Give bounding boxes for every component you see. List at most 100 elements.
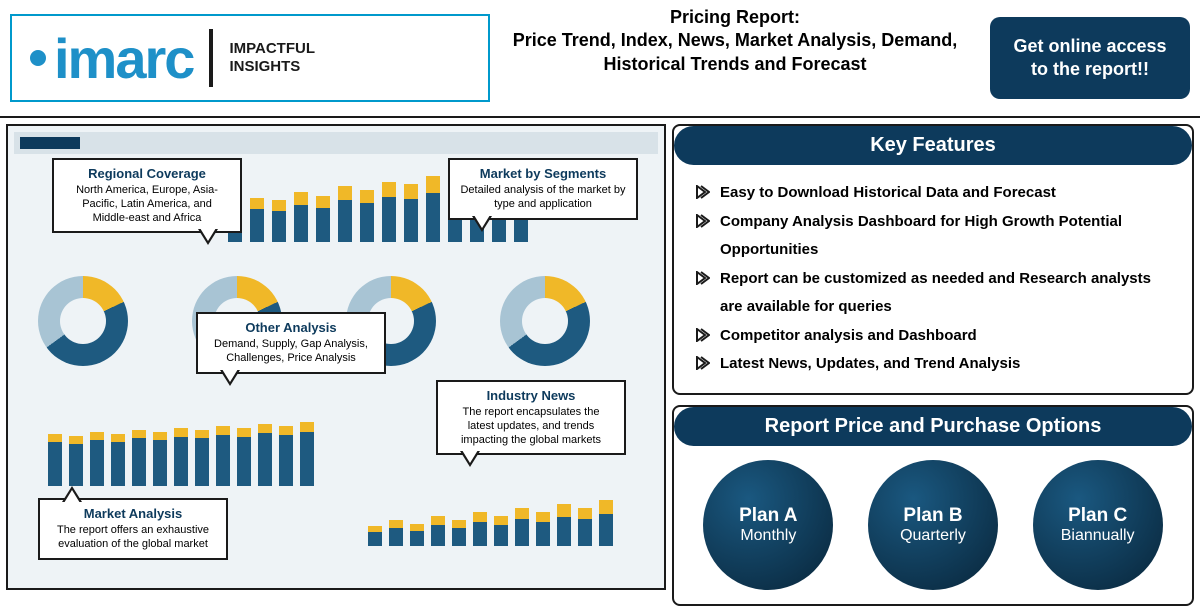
plan-name: Plan C — [1068, 505, 1127, 527]
feature-item: Easy to Download Historical Data and For… — [696, 179, 1174, 208]
bar — [195, 430, 209, 486]
arrow-right-icon — [696, 214, 710, 228]
report-title: Pricing Report: Price Trend, Index, News… — [490, 0, 980, 116]
feature-item: Report can be customized as needed and R… — [696, 265, 1174, 322]
arrow-right-icon — [696, 328, 710, 342]
feature-item: Latest News, Updates, and Trend Analysis — [696, 350, 1174, 379]
arrow-right-icon — [696, 185, 710, 199]
feature-text: Competitor analysis and Dashboard — [720, 322, 977, 351]
feature-text: Company Analysis Dashboard for High Grow… — [720, 208, 1174, 265]
callout-segments: Market by Segments Detailed analysis of … — [448, 158, 638, 220]
callout-regional: Regional Coverage North America, Europe,… — [52, 158, 242, 233]
bar — [368, 526, 382, 546]
callout-market-text: The report offers an exhaustive evaluati… — [50, 524, 216, 552]
bar — [431, 516, 445, 546]
header: imarc IMPACTFUL INSIGHTS Pricing Report:… — [0, 0, 1200, 118]
bar — [48, 434, 62, 486]
main-content: Regional Coverage North America, Europe,… — [0, 118, 1200, 596]
bar — [237, 428, 251, 486]
feature-text: Easy to Download Historical Data and For… — [720, 179, 1056, 208]
toolbar-chip-icon — [20, 137, 80, 149]
bar-chart-bottom — [368, 476, 613, 546]
plans-row: Plan AMonthly Plan BQuarterly Plan CBiannu… — [674, 446, 1192, 590]
bar — [294, 192, 308, 242]
plan-name: Plan A — [739, 505, 797, 527]
bar — [279, 426, 293, 486]
bar — [404, 184, 418, 242]
bar — [272, 200, 286, 242]
features-box: Key Features Easy to Download Historical… — [672, 124, 1194, 395]
arrow-right-icon — [696, 271, 710, 285]
callout-other-title: Other Analysis — [208, 320, 374, 335]
plan-period: Monthly — [740, 527, 796, 545]
logo-tagline: IMPACTFUL INSIGHTS — [229, 40, 315, 76]
callout-industry-text: The report encapsulates the latest updat… — [448, 406, 614, 447]
callout-regional-text: North America, Europe, Asia-Pacific, Lat… — [64, 184, 230, 225]
pricing-header: Report Price and Purchase Options — [674, 407, 1192, 446]
bar — [132, 430, 146, 486]
bar — [536, 512, 550, 546]
title-line2: Price Trend, Index, News, Market Analysi… — [510, 29, 960, 76]
plan-option[interactable]: Plan AMonthly — [703, 460, 833, 590]
callout-segments-text: Detailed analysis of the market by type … — [460, 184, 626, 212]
callout-segments-title: Market by Segments — [460, 166, 626, 181]
cta-section: Get online access to the report!! — [980, 0, 1200, 116]
bar — [360, 190, 374, 242]
plan-period: Quarterly — [900, 527, 966, 545]
title-line1: Pricing Report: — [510, 6, 960, 29]
feature-item: Company Analysis Dashboard for High Grow… — [696, 208, 1174, 265]
bar — [515, 508, 529, 546]
logo-divider — [209, 29, 213, 87]
bar — [410, 524, 424, 546]
bar — [174, 428, 188, 486]
bar — [69, 436, 83, 486]
tagline-line2: INSIGHTS — [229, 58, 315, 76]
bar — [599, 500, 613, 546]
callout-industry: Industry News The report encapsulates th… — [436, 380, 626, 455]
plan-option[interactable]: Plan CBiannually — [1033, 460, 1163, 590]
callout-market: Market Analysis The report offers an exh… — [38, 498, 228, 560]
bar — [426, 176, 440, 242]
bar — [557, 504, 571, 546]
bar — [389, 520, 403, 546]
tagline-line1: IMPACTFUL — [229, 40, 315, 58]
bar — [216, 426, 230, 486]
callout-regional-title: Regional Coverage — [64, 166, 230, 181]
plan-name: Plan B — [903, 505, 962, 527]
callout-other: Other Analysis Demand, Supply, Gap Analy… — [196, 312, 386, 374]
bar — [382, 182, 396, 242]
arrow-right-icon — [696, 356, 710, 370]
features-header: Key Features — [674, 126, 1192, 165]
callout-market-title: Market Analysis — [50, 506, 216, 521]
logo-dot-icon — [30, 50, 46, 66]
pricing-box: Report Price and Purchase Options Plan A… — [672, 405, 1194, 606]
bar — [258, 424, 272, 486]
bar — [111, 434, 125, 486]
donut-chart-4 — [500, 276, 590, 366]
bar — [153, 432, 167, 486]
cta-button[interactable]: Get online access to the report!! — [990, 17, 1190, 100]
bar — [316, 196, 330, 242]
callout-other-text: Demand, Supply, Gap Analysis, Challenges… — [208, 338, 374, 366]
dashboard-preview: Regional Coverage North America, Europe,… — [6, 124, 666, 590]
bar-chart-mid — [48, 416, 314, 486]
dashboard-toolbar — [14, 132, 658, 154]
plan-option[interactable]: Plan BQuarterly — [868, 460, 998, 590]
bar — [473, 512, 487, 546]
plan-period: Biannually — [1061, 527, 1135, 545]
bar — [90, 432, 104, 486]
logo-section: imarc IMPACTFUL INSIGHTS — [10, 14, 490, 102]
logo-text: imarc — [54, 26, 193, 91]
bar — [452, 520, 466, 546]
bar — [578, 508, 592, 546]
bar — [250, 198, 264, 242]
callout-industry-title: Industry News — [448, 388, 614, 403]
bar — [338, 186, 352, 242]
right-panel: Key Features Easy to Download Historical… — [672, 124, 1194, 590]
feature-item: Competitor analysis and Dashboard — [696, 322, 1174, 351]
feature-text: Report can be customized as needed and R… — [720, 265, 1174, 322]
bar — [494, 516, 508, 546]
donut-chart-1 — [38, 276, 128, 366]
feature-text: Latest News, Updates, and Trend Analysis — [720, 350, 1020, 379]
features-list: Easy to Download Historical Data and For… — [674, 165, 1192, 379]
